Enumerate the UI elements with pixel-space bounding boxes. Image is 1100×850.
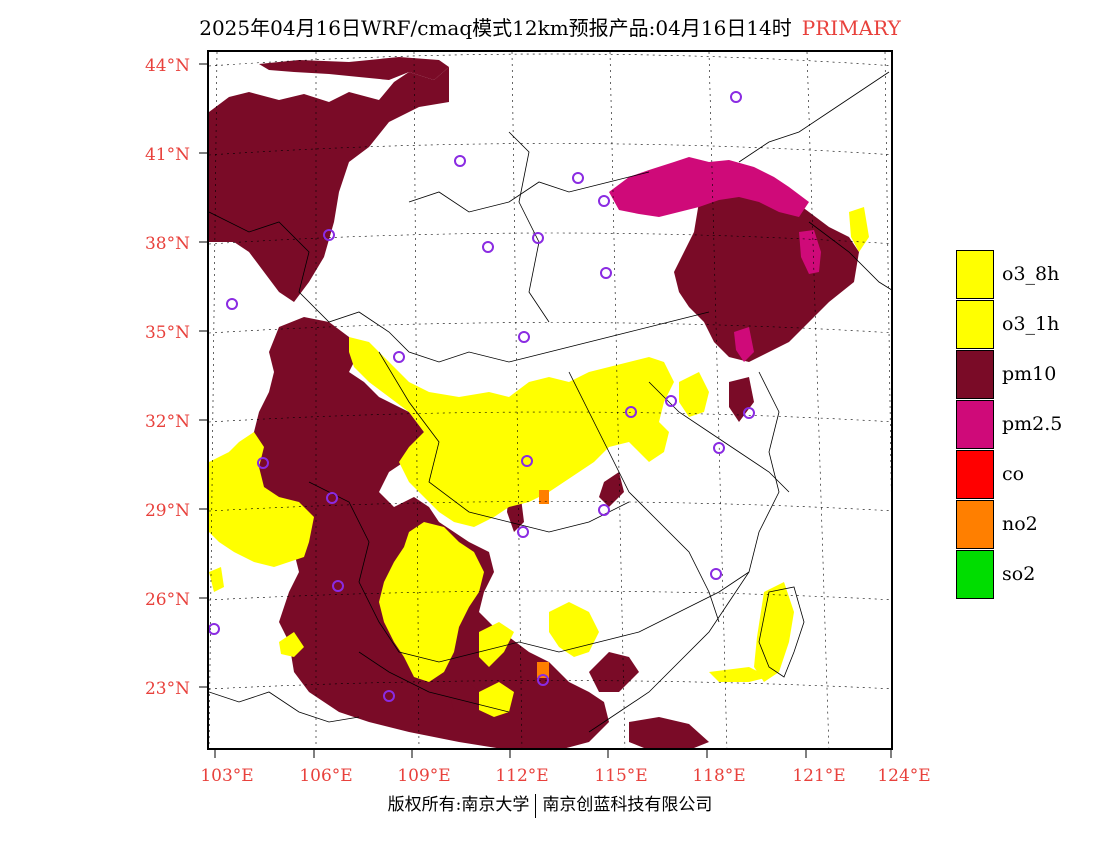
legend-swatch [956, 300, 994, 349]
lat-label: 26°N [144, 590, 190, 610]
legend-swatch [956, 350, 994, 399]
legend-swatch [956, 400, 994, 449]
copyright-right: 南京创蓝科技有限公司 [542, 795, 713, 815]
lat-label: 35°N [144, 323, 190, 343]
lon-label: 112°E [495, 766, 549, 786]
lat-label: 32°N [144, 412, 190, 432]
footer-divider [535, 793, 537, 818]
legend-label: pm10 [1002, 363, 1057, 385]
lon-label: 109°E [397, 766, 451, 786]
legend-swatch [956, 450, 994, 499]
legend-label: o3_1h [1002, 313, 1060, 335]
lat-label: 29°N [144, 501, 190, 521]
legend-swatch [956, 500, 994, 549]
copyright-footer: 版权所有:南京大学 南京创蓝科技有限公司 [0, 790, 1100, 818]
title-text: 2025年04月16日WRF/cmaq模式12km预报产品:04月16日14时 [199, 16, 792, 40]
lat-label: 23°N [144, 679, 190, 699]
lat-label: 41°N [144, 145, 190, 165]
legend-swatch [956, 550, 994, 599]
forecast-map [207, 50, 893, 750]
boundary-lines [209, 71, 891, 733]
legend-swatch [956, 250, 994, 299]
pm25-region [609, 157, 821, 362]
map-title: 2025年04月16日WRF/cmaq模式12km预报产品:04月16日14时 P… [0, 12, 1100, 41]
pollution-map-graphic [209, 52, 891, 748]
primary-tag: PRIMARY [801, 16, 901, 40]
lon-label: 106°E [299, 766, 353, 786]
legend-label: so2 [1002, 563, 1036, 585]
o3-region [209, 207, 869, 717]
station-markers [209, 91, 755, 702]
legend-label: pm2.5 [1002, 413, 1063, 435]
lon-label: 118°E [692, 766, 746, 786]
lon-label: 121°E [792, 766, 846, 786]
legend-label: co [1002, 463, 1025, 485]
lat-label: 38°N [144, 234, 190, 254]
copyright-left: 版权所有:南京大学 [387, 795, 530, 815]
lon-label: 103°E [200, 766, 254, 786]
lon-label: 124°E [877, 766, 931, 786]
lat-label: 44°N [144, 56, 190, 76]
lon-label: 115°E [594, 766, 648, 786]
legend-label: o3_8h [1002, 263, 1060, 285]
legend-label: no2 [1002, 513, 1038, 535]
graticule [209, 52, 891, 748]
no2-region [537, 490, 549, 678]
